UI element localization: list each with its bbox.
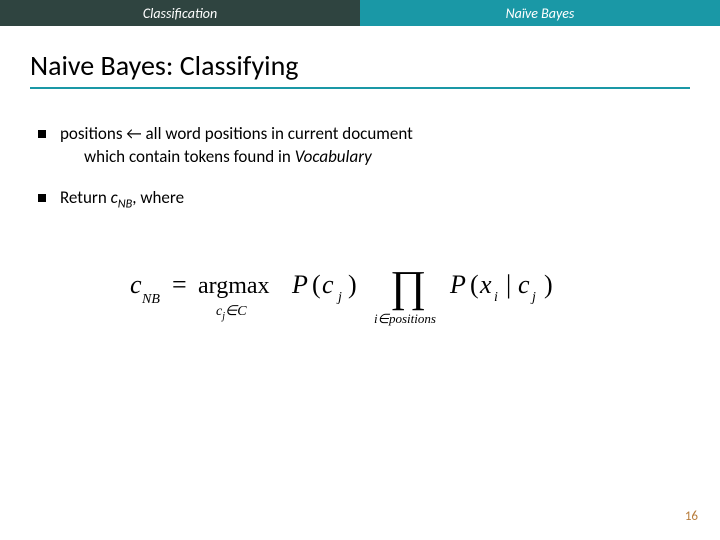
f-P2-c: c: [518, 270, 530, 299]
bullet-item: positions ← all word positions in curren…: [38, 123, 682, 169]
naive-bayes-formula: c NB = argmax cj∈C P ( c j ) ∏ i∈positio…: [38, 253, 682, 348]
f-P2-bar: |: [506, 270, 511, 299]
f-P1-lparen: (: [312, 270, 321, 299]
f-P1-var: c: [322, 270, 334, 299]
f-argmax: argmax: [198, 273, 270, 299]
f-P1-sub: j: [336, 290, 342, 305]
f-P2: P: [449, 270, 466, 299]
header-right: Naïve Bayes: [360, 0, 720, 26]
bullet-line2: which contain tokens found in Vocabulary: [60, 146, 682, 169]
bullet-marker-icon: [38, 130, 46, 138]
bullet-text: Return cNB, where: [60, 187, 682, 213]
f-lhs-sub: NB: [141, 292, 160, 307]
bullet-item: Return cNB, where: [38, 187, 682, 213]
f-P1: P: [291, 270, 308, 299]
f-P2-rparen: ): [544, 270, 553, 299]
f-prod: ∏: [390, 262, 426, 311]
f-P2-x: x: [479, 270, 492, 299]
f-P1-rparen: ): [348, 270, 357, 299]
return-prefix: Return: [60, 187, 111, 208]
title-block: Naive Bayes: Classifying: [0, 26, 720, 97]
return-var: c: [111, 187, 118, 208]
return-var-sub: NB: [118, 196, 133, 211]
bullet-text: positions ← all word positions in curren…: [60, 123, 682, 169]
slide-title: Naive Bayes: Classifying: [30, 48, 690, 83]
f-argmax-sub-c: cj∈C: [216, 304, 247, 322]
title-underline: [30, 87, 690, 89]
vocabulary-term: Vocabulary: [295, 146, 372, 167]
f-eq: =: [172, 270, 187, 299]
bullet-marker-icon: [38, 194, 46, 202]
return-suffix: , where: [132, 187, 184, 208]
f-P2-lparen: (: [470, 270, 479, 299]
bullet-line1: positions ← all word positions in curren…: [60, 123, 413, 144]
f-prod-sub: i∈positions: [374, 311, 436, 326]
bullet-line2-plain: which contain tokens found in: [84, 146, 295, 167]
slide-content: positions ← all word positions in curren…: [0, 97, 720, 348]
f-P2-xi: i: [494, 290, 498, 305]
page-number: 16: [685, 509, 698, 524]
header-left: Classification: [0, 0, 360, 26]
f-lhs-var: c: [130, 270, 142, 299]
f-P2-cj: j: [530, 290, 536, 305]
slide-header: Classification Naïve Bayes: [0, 0, 720, 26]
